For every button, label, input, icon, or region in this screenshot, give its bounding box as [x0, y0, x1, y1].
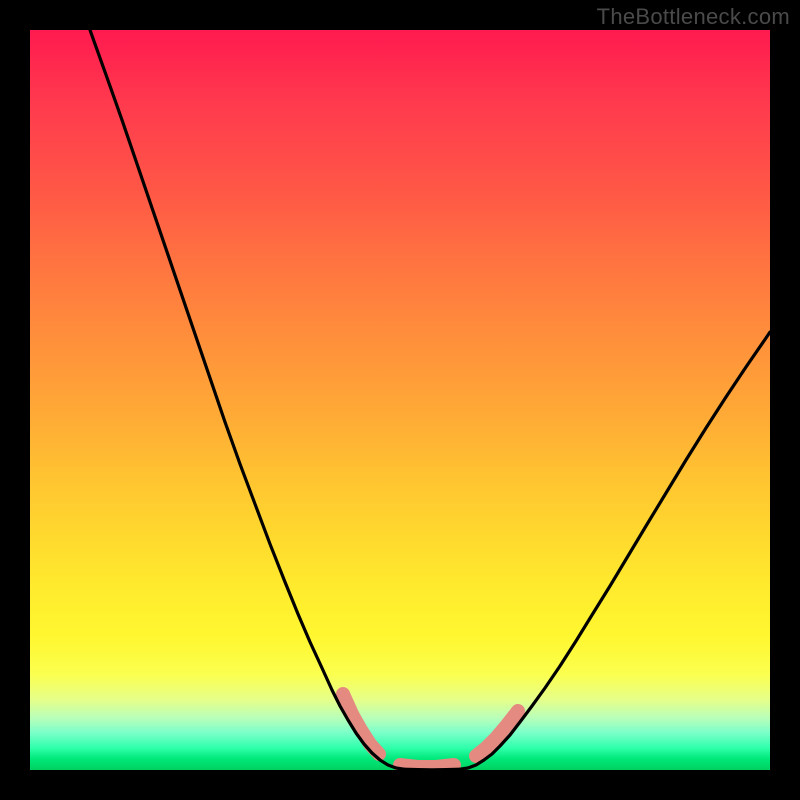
curve-floor-path — [404, 769, 460, 770]
main-curve-group — [90, 30, 770, 770]
marker-floor-path — [400, 765, 454, 767]
plot-area — [30, 30, 770, 770]
curve-left-path — [90, 30, 404, 769]
watermark-text: TheBottleneck.com — [597, 4, 790, 30]
bottleneck-curve-chart — [30, 30, 770, 770]
curve-right-path — [460, 332, 770, 769]
marker-left-path — [343, 694, 379, 754]
